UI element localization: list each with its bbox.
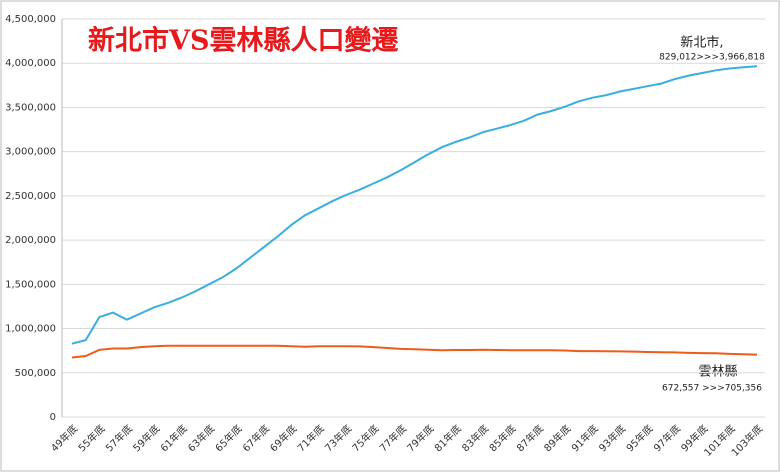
annotation: 雲林縣 <box>698 365 737 380</box>
annotation: 新北市, <box>680 35 723 51</box>
y-tick-label: 0 <box>50 412 56 423</box>
y-tick-label: 2,500,000 <box>5 191 56 202</box>
series-line <box>71 344 758 359</box>
y-tick-label: 1,500,000 <box>5 279 56 290</box>
y-tick-label: 4,500,000 <box>5 14 56 25</box>
annotation: 672,557 >>>705,356 <box>662 384 762 394</box>
y-tick-label: 3,500,000 <box>5 102 56 113</box>
y-tick-label: 2,000,000 <box>5 235 56 246</box>
annotation: 829,012>>>3,966,818 <box>659 53 765 63</box>
y-tick-label: 500,000 <box>15 368 56 379</box>
y-tick-label: 4,000,000 <box>5 58 56 69</box>
y-tick-label: 3,000,000 <box>5 147 56 158</box>
y-tick-label: 1,000,000 <box>5 324 56 335</box>
chart-title: 新北市VS雲林縣人口變遷 <box>88 25 398 57</box>
series-line <box>71 65 758 345</box>
